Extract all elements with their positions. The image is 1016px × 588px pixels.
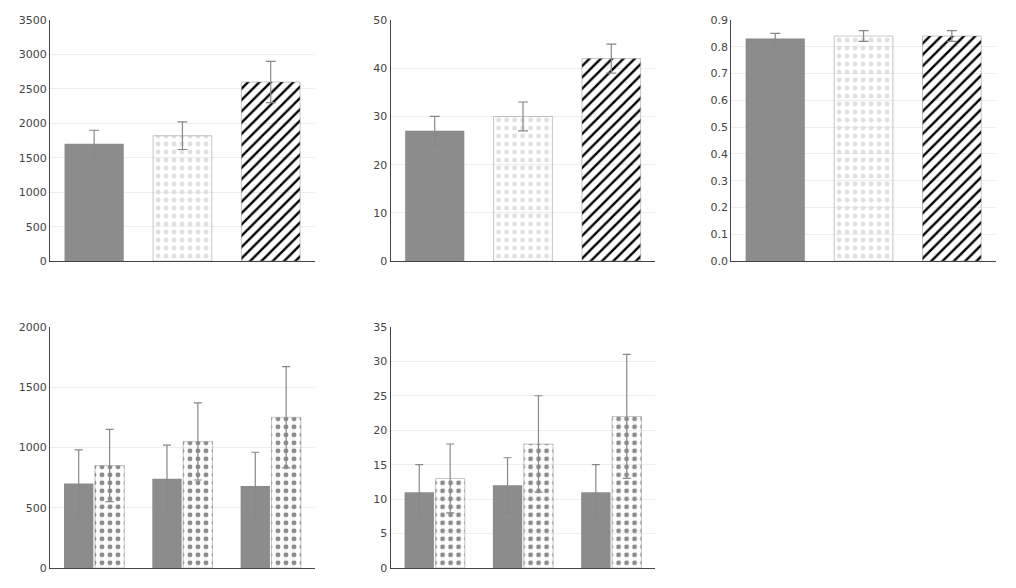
- svg-text:0.2: 0.2: [710, 201, 728, 214]
- svg-text:0.1: 0.1: [710, 228, 728, 241]
- svg-text:500: 500: [26, 502, 47, 515]
- svg-text:0.5: 0.5: [710, 121, 728, 134]
- svg-text:30: 30: [373, 355, 387, 368]
- svg-text:1000: 1000: [19, 441, 47, 454]
- svg-text:1500: 1500: [19, 152, 47, 165]
- svg-text:25: 25: [373, 390, 387, 403]
- svg-text:500: 500: [26, 221, 47, 234]
- svg-text:3500: 3500: [19, 14, 47, 27]
- svg-text:0.8: 0.8: [710, 41, 728, 54]
- svg-text:3000: 3000: [19, 48, 47, 61]
- svg-text:0: 0: [380, 562, 387, 575]
- svg-text:30: 30: [373, 110, 387, 123]
- svg-text:1500: 1500: [19, 381, 47, 394]
- svg-text:1000: 1000: [19, 186, 47, 199]
- svg-text:10: 10: [373, 493, 387, 506]
- svg-text:0.6: 0.6: [710, 94, 728, 107]
- svg-text:0.3: 0.3: [710, 175, 728, 188]
- svg-text:0.9: 0.9: [710, 14, 728, 27]
- svg-text:0.4: 0.4: [710, 148, 728, 161]
- svg-text:20: 20: [373, 159, 387, 172]
- svg-text:50: 50: [373, 14, 387, 27]
- svg-text:5: 5: [380, 527, 387, 540]
- svg-text:0: 0: [380, 255, 387, 268]
- svg-text:40: 40: [373, 62, 387, 75]
- svg-text:2000: 2000: [19, 117, 47, 130]
- svg-text:10: 10: [373, 207, 387, 220]
- svg-text:0: 0: [40, 562, 47, 575]
- svg-text:20: 20: [373, 424, 387, 437]
- svg-text:0.7: 0.7: [710, 67, 728, 80]
- svg-text:0: 0: [40, 255, 47, 268]
- svg-text:0.0: 0.0: [710, 255, 728, 268]
- svg-text:15: 15: [373, 459, 387, 472]
- svg-text:35: 35: [373, 321, 387, 334]
- svg-text:2500: 2500: [19, 83, 47, 96]
- svg-text:2000: 2000: [19, 321, 47, 334]
